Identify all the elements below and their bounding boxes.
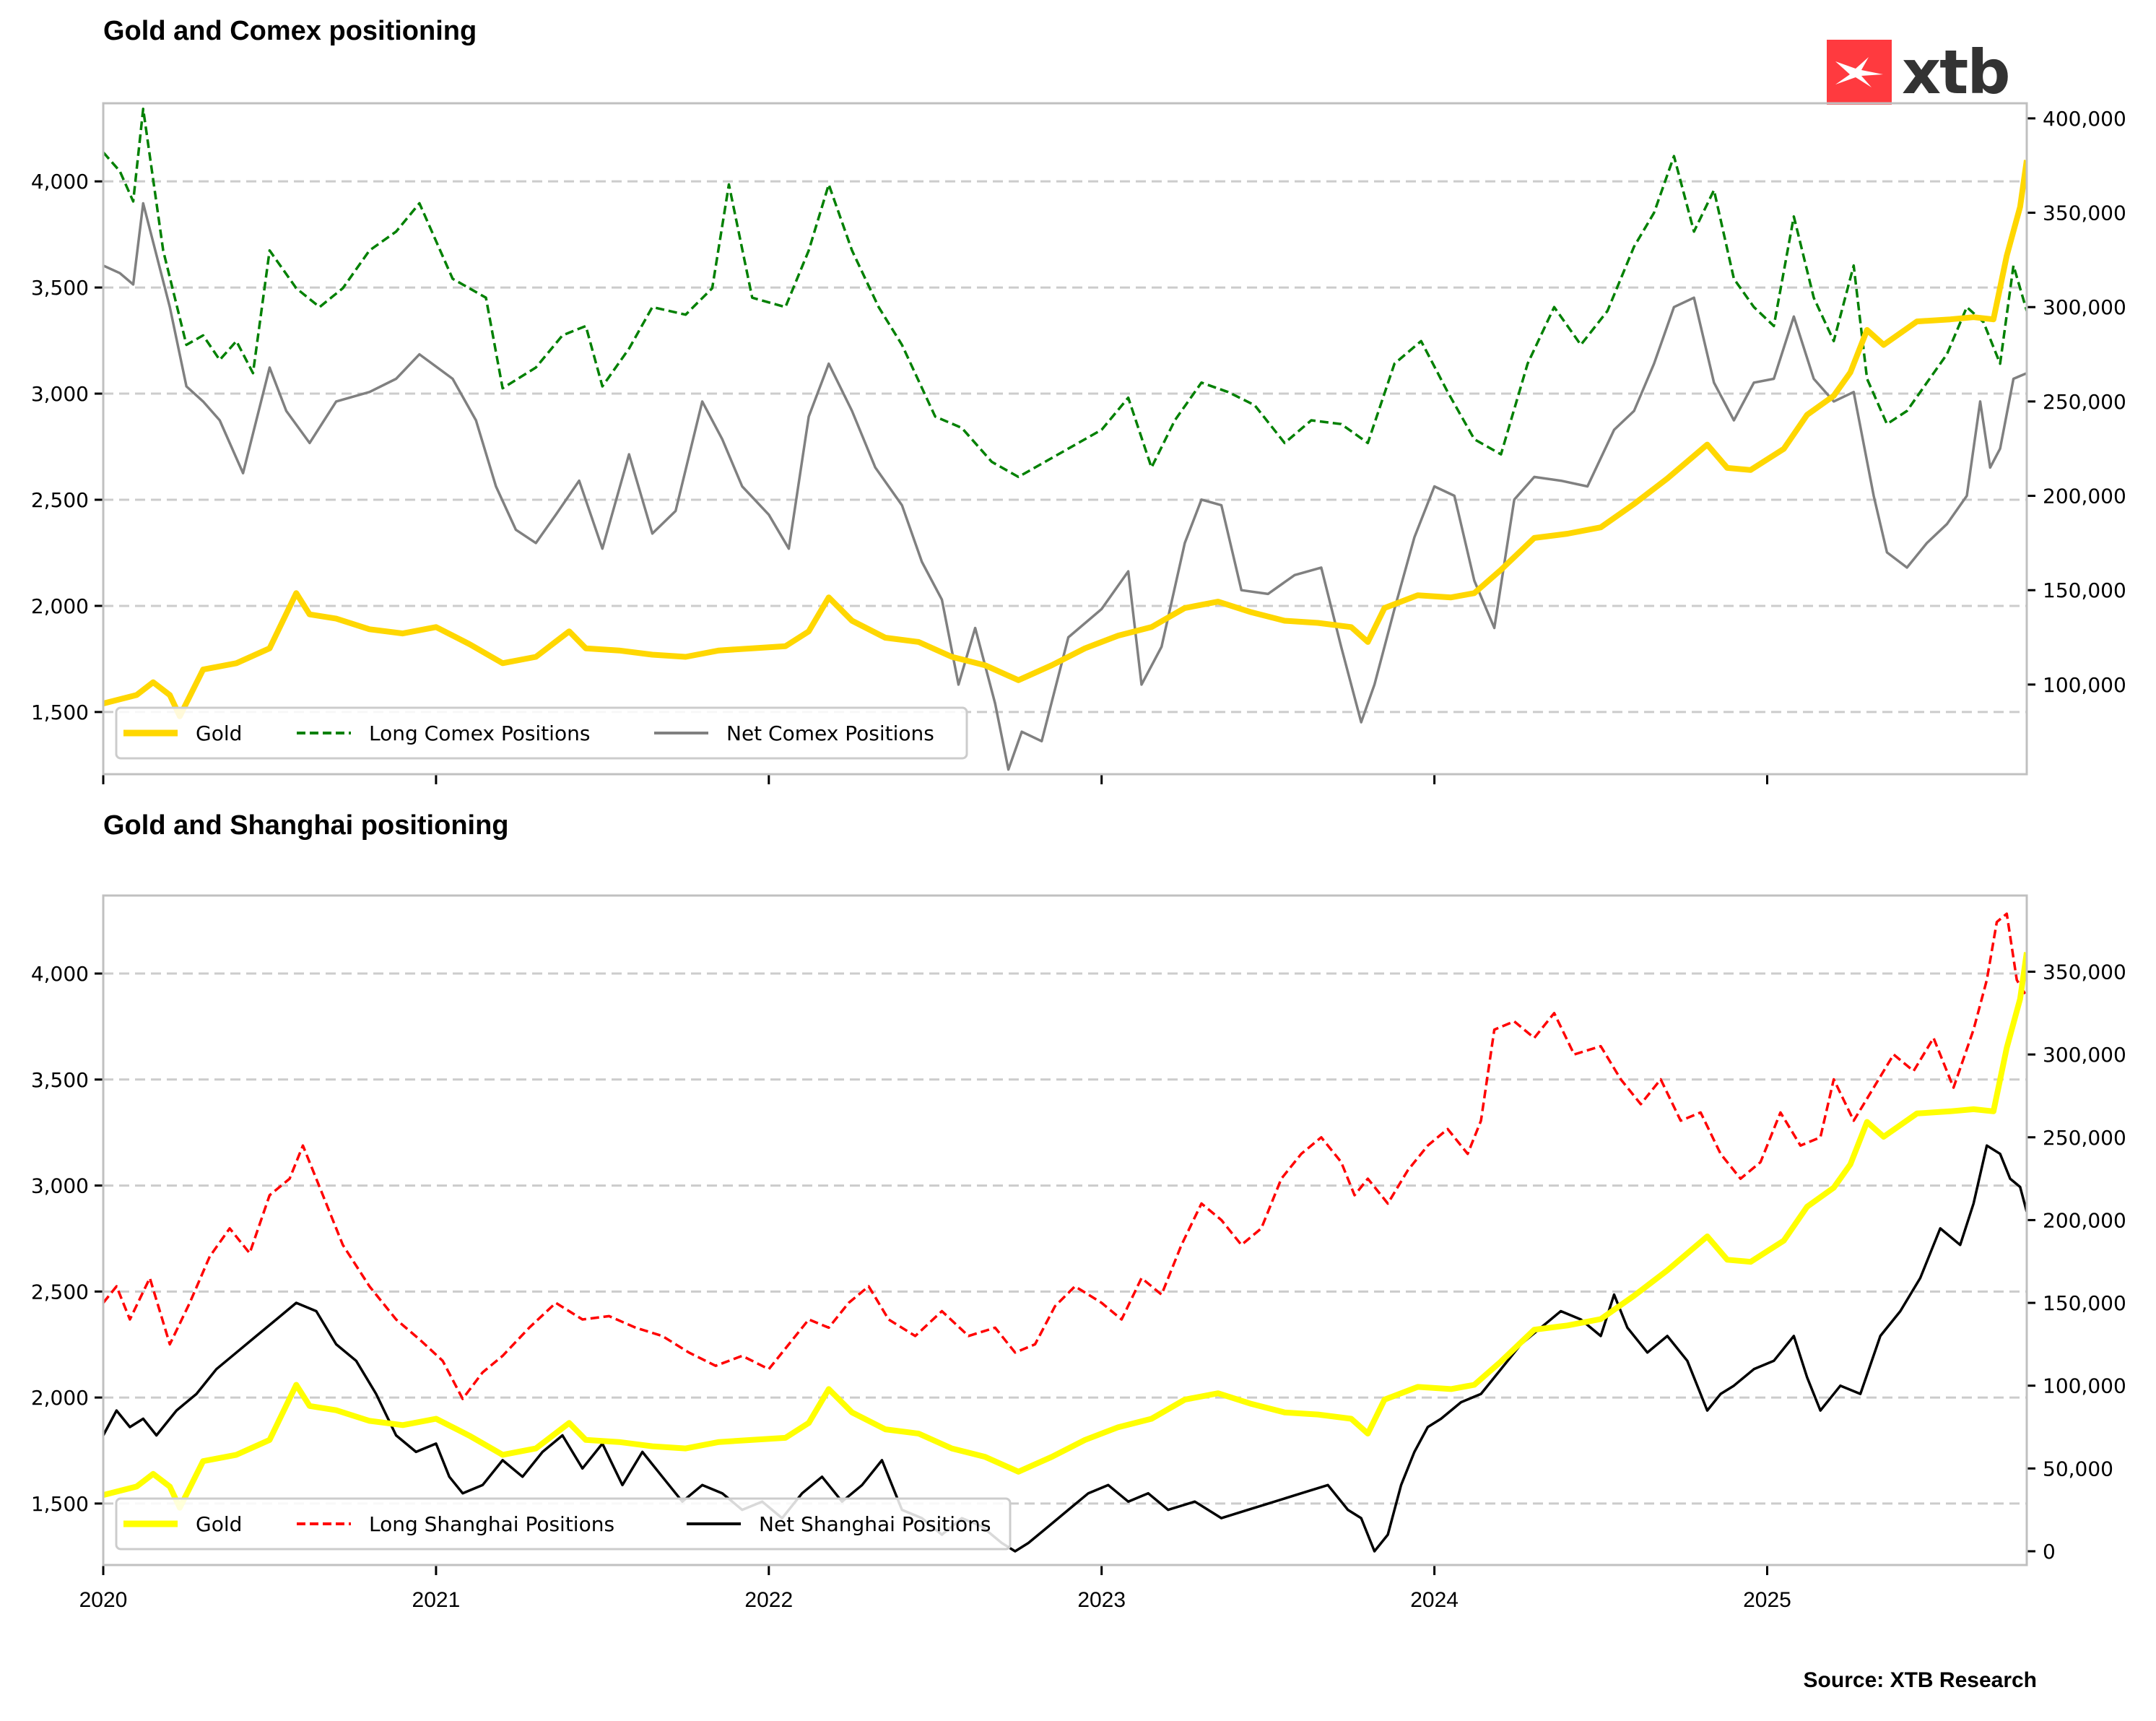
legend-box — [115, 1497, 1012, 1551]
y-left-tick-label: 2,000 — [31, 594, 89, 618]
chart-panel-shanghai: 1,500 2,000 2,500 3,000 3,500 4,000 0 50,000 100… — [31, 894, 2126, 1612]
y-left-tick-label: 3,000 — [31, 382, 89, 406]
y-right-tick-label: 0 — [2043, 1540, 2056, 1564]
series-line-net-comex-positions — [103, 201, 2027, 771]
legend-label: Long Shanghai Positions — [369, 1512, 614, 1536]
y-right-tick-label: 50,000 — [2043, 1457, 2113, 1481]
y-right-tick-label: 350,000 — [2043, 201, 2126, 225]
y-left-tick-label: 3,500 — [31, 276, 89, 300]
y-left-tick-label: 3,000 — [31, 1174, 89, 1198]
y-left-tick-label: 4,000 — [31, 170, 89, 194]
y-right-tick-label: 300,000 — [2043, 1043, 2126, 1067]
x-tick-label: 2022 — [744, 1588, 793, 1612]
legend-label: Gold — [196, 721, 242, 745]
axes-frame — [102, 102, 2028, 776]
x-tick-label: 2025 — [1743, 1588, 1791, 1612]
legend-label: Long Comex Positions — [369, 721, 590, 745]
y-right-tick-label: 150,000 — [2043, 1291, 2126, 1315]
y-right-tick-label: 350,000 — [2043, 960, 2126, 984]
x-tick-label: 2024 — [1410, 1588, 1459, 1612]
y-left-tick-label: 2,000 — [31, 1386, 89, 1410]
legend-label: Net Comex Positions — [726, 721, 934, 745]
xtb-logo-mark-icon — [1827, 40, 1892, 105]
series-line-gold — [103, 952, 2027, 1511]
source-note: Source: XTB Research — [1803, 1668, 2037, 1692]
series-line-long-shanghai-positions — [103, 912, 2027, 1400]
x-tick-label: 2020 — [79, 1588, 128, 1612]
y-right-tick-label: 250,000 — [2043, 1126, 2126, 1150]
y-right-tick-label: 400,000 — [2043, 107, 2126, 131]
y-left-tick-label: 1,500 — [31, 701, 89, 724]
axes-frame — [102, 894, 2028, 1566]
y-right-tick-label: 250,000 — [2043, 390, 2126, 414]
y-left-tick-label: 3,500 — [31, 1068, 89, 1092]
y-right-tick-label: 300,000 — [2043, 295, 2126, 319]
y-right-tick-label: 100,000 — [2043, 1374, 2126, 1398]
y-right-tick-label: 100,000 — [2043, 673, 2126, 697]
y-left-tick-label: 4,000 — [31, 962, 89, 986]
chart-title-shanghai: Gold and Shanghai positioning — [103, 810, 509, 841]
legend: Gold Long Comex Positions Net Comex Positi… — [115, 706, 968, 760]
series-line-gold — [103, 160, 2027, 719]
x-tick-label: 2023 — [1077, 1588, 1126, 1612]
legend-box — [115, 706, 968, 760]
y-right-tick-label: 200,000 — [2043, 1208, 2126, 1232]
chart-title-comex: Gold and Comex positioning — [103, 16, 477, 46]
series-line-long-comex-positions — [103, 108, 2027, 479]
xtb-logo: xtb — [1827, 37, 2010, 108]
x-tick-label: 2021 — [412, 1588, 461, 1612]
series-line-net-shanghai-positions — [103, 1144, 2027, 1553]
y-left-tick-label: 2,500 — [31, 488, 89, 512]
legend-label: Net Shanghai Positions — [759, 1512, 991, 1536]
legend-label: Gold — [196, 1512, 242, 1536]
chart-panel-comex: 1,500 2,000 2,500 3,000 3,500 4,000 100,000 150… — [31, 102, 2126, 784]
y-right-tick-label: 200,000 — [2043, 485, 2126, 508]
legend: Gold Long Shanghai Positions Net Shanghai … — [115, 1497, 1012, 1551]
y-left-tick-label: 2,500 — [31, 1280, 89, 1304]
y-left-tick-label: 1,500 — [31, 1492, 89, 1516]
y-right-tick-label: 150,000 — [2043, 578, 2126, 602]
xtb-logo-text: xtb — [1902, 37, 2010, 108]
